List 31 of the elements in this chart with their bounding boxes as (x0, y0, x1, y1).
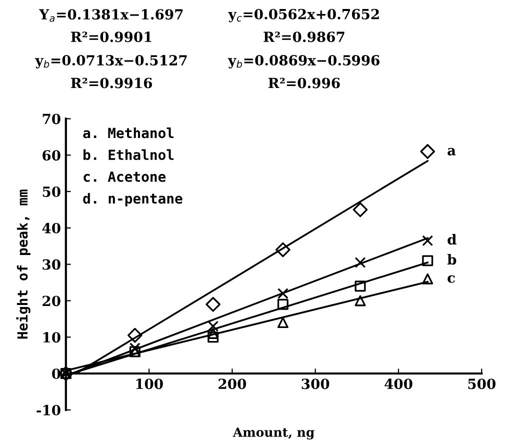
text: R²=0.996 (268, 78, 340, 88)
series-label: d (448, 234, 456, 245)
series-label: b (447, 254, 456, 265)
y-tick-label: 30 (42, 259, 60, 270)
text: y$_{c}$=0.0562x+0.7652 (228, 8, 379, 22)
annotation: b. Ethalnol (84, 149, 174, 160)
y-tick-label: 60 (42, 150, 60, 161)
x-axis-title: Amount, ng (232, 428, 314, 440)
series-label: c (448, 275, 455, 283)
y-tick-label: 50 (42, 186, 60, 197)
y-tick-label: 70 (42, 114, 60, 124)
text: y$_{b}$=0.0713x−0.5127 (35, 55, 187, 68)
x-tick-label: 200 (218, 378, 246, 390)
annotation: c. Acetone (84, 172, 166, 182)
y-tick-label: -10 (36, 404, 60, 416)
text: y$_{b}$=0.0869x−0.5996 (228, 55, 380, 68)
y-axis-title: Height of peak, mm (16, 190, 30, 339)
y-tick-label: 20 (42, 296, 60, 306)
y-tick-label: 40 (42, 222, 60, 234)
annotation: a. Methanol (83, 127, 174, 138)
series-label: a (448, 148, 456, 156)
text: R²=0.9901 (70, 32, 152, 42)
x-tick-label: 100 (136, 378, 163, 390)
x-tick-label: 300 (302, 378, 330, 390)
annotation: d. n-pentane (83, 192, 182, 206)
text: Y$_{a}$=0.1381x−1.697 (39, 9, 183, 22)
text: R²=0.9916 (70, 78, 152, 88)
x-tick-label: 500 (468, 378, 496, 390)
y-tick-label: 10 (43, 332, 60, 343)
text: R²=0.9867 (264, 32, 344, 42)
x-tick-label: 400 (384, 378, 412, 390)
